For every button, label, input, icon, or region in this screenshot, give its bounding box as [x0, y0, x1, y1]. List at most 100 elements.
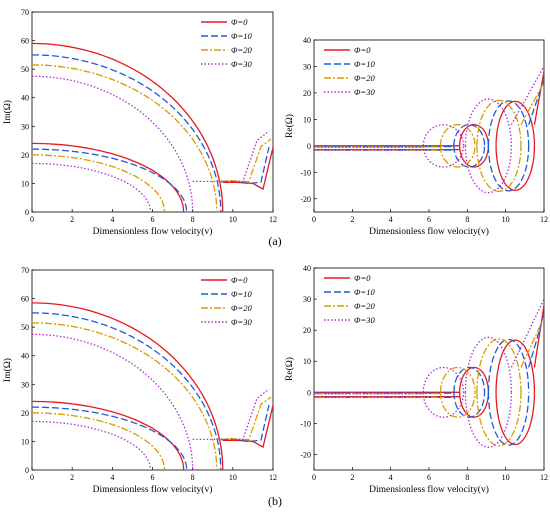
series-path [439, 366, 476, 393]
series-path [495, 339, 536, 393]
x-tick-label: 12 [540, 473, 548, 482]
series-path [216, 396, 272, 441]
x-axis-label: Dimensionless flow velocity(v) [93, 484, 213, 495]
series-path [31, 64, 218, 213]
series-path [464, 145, 513, 194]
x-tick-label: 2 [70, 473, 74, 482]
x-tick-label: 8 [191, 215, 195, 224]
series-path [533, 71, 545, 125]
chart-b-right: 0 2 4 6 8 10 12 -20 -10 0 10 20 30 40 Dimensionless fl… [284, 264, 548, 495]
series-path [459, 392, 490, 418]
x-tick-label: 12 [269, 473, 277, 482]
x-tick-label: 10 [502, 473, 510, 482]
legend-entry: Φ=10 [231, 289, 252, 299]
legend-entry: Φ=10 [231, 31, 252, 41]
series-path [31, 333, 194, 471]
chart-a-right: 0 2 4 6 8 10 12 -20 -10 0 10 20 30 40 Dimensionless fl… [284, 36, 548, 237]
series-path [216, 138, 272, 183]
x-tick-label: 6 [427, 215, 431, 224]
x-tick-label: 4 [110, 473, 114, 482]
y-tick-label: 0 [25, 208, 29, 217]
legend-entry: Φ=10 [354, 287, 375, 297]
series-path [31, 42, 224, 213]
series-path [476, 338, 522, 393]
y-tick-label: 50 [21, 323, 29, 332]
series-path [31, 420, 152, 471]
series-path [487, 100, 530, 146]
series-line-0 [314, 71, 545, 191]
series-path [459, 124, 490, 146]
y-tick-label: 10 [21, 179, 29, 188]
y-tick-label: 30 [21, 122, 29, 131]
legend-entry: Φ=20 [231, 303, 252, 313]
y-tick-label: 0 [25, 466, 29, 475]
y-tick-label: 0 [307, 142, 311, 151]
series-path [510, 66, 545, 126]
legend-entry: Φ=0 [231, 275, 248, 285]
series-line-2 [314, 317, 545, 447]
series-path [32, 412, 166, 471]
series-path [31, 142, 185, 213]
y-tick-label: 60 [21, 295, 29, 304]
legend-entry: Φ=0 [231, 17, 248, 27]
x-axis-label: Dimensionless flow velocity(v) [369, 484, 489, 495]
series-path [533, 305, 545, 368]
y-tick-label: 60 [21, 37, 29, 46]
y-tick-label: -20 [300, 450, 311, 459]
panel-label-a: (a) [268, 234, 281, 248]
series-path [487, 392, 530, 446]
series-path [495, 145, 536, 191]
series-path [31, 400, 185, 471]
series-line-2 [31, 64, 272, 213]
x-axis-label: Dimensionless flow velocity(v) [93, 226, 213, 237]
series-path [439, 392, 476, 418]
series-path [476, 145, 522, 193]
panel-label-b: (b) [268, 494, 282, 508]
y-tick-label: 70 [21, 8, 29, 17]
series-path [453, 366, 486, 393]
series-path [476, 99, 522, 146]
x-tick-label: 0 [30, 215, 34, 224]
y-axis-label: Re(Ω) [284, 114, 295, 138]
series-line-1 [31, 54, 270, 213]
y-tick-label: 40 [21, 352, 29, 361]
x-tick-label: 6 [427, 473, 431, 482]
y-tick-label: 30 [303, 62, 311, 71]
series-path [464, 336, 513, 393]
y-tick-label: 40 [303, 264, 311, 273]
series-path [439, 124, 476, 146]
x-tick-label: 10 [229, 473, 237, 482]
x-tick-label: 4 [389, 473, 393, 482]
series-line-1 [31, 312, 270, 471]
legend-entry: Φ=0 [354, 273, 371, 283]
series-path [476, 392, 522, 447]
series-path [31, 322, 218, 471]
x-tick-label: 12 [269, 215, 277, 224]
x-tick-label: 0 [312, 215, 316, 224]
y-tick-label: 50 [21, 65, 29, 74]
y-tick-label: 40 [303, 36, 311, 45]
legend-entry: Φ=30 [354, 87, 375, 97]
legend-entry: Φ=20 [354, 301, 375, 311]
y-tick-label: -10 [300, 168, 311, 177]
legend-entry: Φ=0 [354, 45, 371, 55]
series-path [31, 75, 194, 213]
y-tick-label: 40 [21, 94, 29, 103]
y-tick-label: 10 [303, 115, 311, 124]
series-path [31, 312, 222, 471]
x-tick-label: 2 [70, 215, 74, 224]
x-tick-label: 6 [151, 473, 155, 482]
series-path [459, 366, 490, 393]
x-tick-label: 12 [540, 215, 548, 224]
series-path [31, 302, 224, 471]
series-path [422, 366, 465, 393]
series-path [422, 124, 465, 146]
y-tick-label: 20 [21, 151, 29, 160]
series-path [192, 388, 270, 441]
series-path [487, 338, 530, 393]
x-tick-label: 8 [465, 215, 469, 224]
series-line-2 [314, 81, 545, 193]
series-path [31, 54, 222, 213]
series-path [422, 145, 465, 168]
